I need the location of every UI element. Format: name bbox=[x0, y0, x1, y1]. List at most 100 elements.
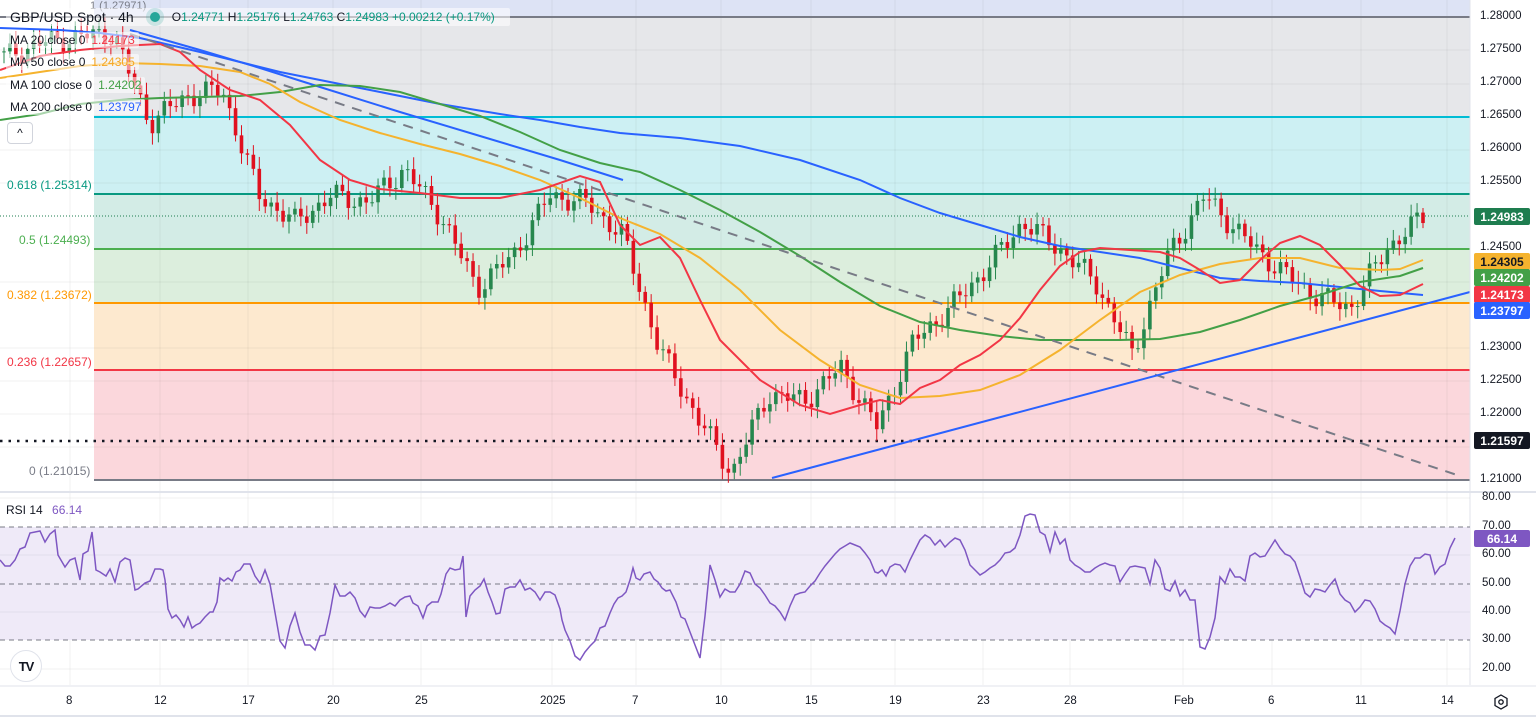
price-tick: 1.27000 bbox=[1480, 76, 1522, 88]
time-tick: 12 bbox=[154, 695, 167, 707]
rsi-tick: 80.00 bbox=[1482, 491, 1511, 503]
price-tick: 1.21000 bbox=[1480, 473, 1522, 485]
candle-up bbox=[316, 202, 321, 211]
symbol-title[interactable]: GBP/USD Spot · 4h bbox=[10, 9, 134, 25]
candle-up bbox=[619, 224, 624, 235]
rsi-value-tag: 66.14 bbox=[1474, 530, 1530, 547]
candle-down bbox=[584, 188, 588, 198]
candle-down bbox=[958, 291, 962, 296]
candle-down bbox=[702, 425, 707, 429]
indicator-ma100[interactable]: MA 100 close 0 1.24202 bbox=[6, 77, 146, 93]
candle-up bbox=[595, 212, 600, 214]
candle-down bbox=[690, 398, 695, 408]
candle-up bbox=[489, 268, 493, 290]
candle-up bbox=[1231, 229, 1235, 234]
candle-down bbox=[459, 243, 463, 259]
ma100-line bbox=[0, 83, 1424, 341]
indicator-ma200[interactable]: MA 200 close 0 1.23797 bbox=[6, 99, 146, 115]
fib-label-0: 0 (1.21015) bbox=[29, 464, 91, 478]
ma50-price-tag: 1.24305 bbox=[1474, 253, 1530, 270]
falling-channel-line bbox=[129, 29, 624, 181]
candle-up bbox=[1237, 223, 1241, 230]
tradingview-logo[interactable]: TV bbox=[10, 650, 42, 682]
candle-down bbox=[1308, 283, 1312, 299]
candle-down bbox=[322, 202, 327, 207]
indicator-ma50[interactable]: MA 50 close 0 1.24305 bbox=[6, 54, 139, 70]
rsi-tick: 50.00 bbox=[1482, 577, 1511, 589]
candle-up bbox=[1403, 236, 1407, 245]
support-price-tag: 1.21597 bbox=[1474, 432, 1530, 449]
candle-down bbox=[1397, 240, 1402, 245]
candle-down bbox=[1112, 303, 1117, 323]
candle-up bbox=[310, 210, 315, 223]
candle-down bbox=[916, 334, 921, 339]
candle-down bbox=[1379, 262, 1384, 265]
time-tick: 17 bbox=[242, 695, 255, 707]
candle-down bbox=[857, 400, 861, 403]
candle-up bbox=[1385, 249, 1390, 265]
rising-trendline bbox=[771, 291, 1471, 479]
candle-up bbox=[162, 101, 167, 116]
candle-down bbox=[215, 84, 220, 96]
time-tick: 11 bbox=[1355, 695, 1367, 707]
time-tick: 14 bbox=[1441, 695, 1454, 707]
candle-down bbox=[1177, 237, 1182, 244]
time-tick: 6 bbox=[1268, 695, 1275, 707]
ma20-line bbox=[0, 42, 1424, 416]
candle-down bbox=[1106, 297, 1111, 304]
candle-up bbox=[1391, 240, 1396, 250]
candle-down bbox=[542, 203, 547, 205]
rsi-legend[interactable]: RSI 14 66.14 bbox=[6, 503, 83, 517]
candle-up bbox=[1355, 306, 1360, 308]
candle-up bbox=[1154, 287, 1158, 301]
candle-down bbox=[168, 101, 173, 107]
candle-up bbox=[839, 359, 843, 374]
collapse-legend-button[interactable]: ^ bbox=[7, 122, 33, 144]
settings-icon[interactable] bbox=[1493, 694, 1509, 710]
time-tick: 15 bbox=[805, 695, 818, 707]
candle-down bbox=[1349, 303, 1354, 307]
candle-up bbox=[198, 98, 202, 107]
candle-down bbox=[1219, 198, 1223, 216]
time-tick: 20 bbox=[327, 695, 340, 707]
candle-down bbox=[257, 168, 262, 200]
candle-up bbox=[821, 376, 826, 390]
candle-down bbox=[1338, 302, 1342, 310]
candle-up bbox=[815, 389, 820, 408]
time-tick: 7 bbox=[632, 695, 639, 707]
fib-zone-0.382-0.236 bbox=[94, 303, 1470, 370]
ma50-line bbox=[0, 61, 1424, 400]
ma20-value: 1.24173 bbox=[91, 33, 135, 47]
candle-down bbox=[233, 108, 238, 136]
candle-down bbox=[1249, 236, 1253, 247]
candle-up bbox=[1011, 237, 1016, 249]
candle-up bbox=[441, 224, 446, 226]
candle-down bbox=[827, 376, 832, 379]
candle-down bbox=[447, 224, 452, 226]
candle-up bbox=[993, 244, 998, 268]
rsi-tick: 70.00 bbox=[1482, 520, 1511, 532]
ma200-value: 1.23797 bbox=[98, 100, 142, 114]
candle-down bbox=[934, 321, 938, 325]
symbol-header[interactable]: GBP/USD Spot · 4h O1.24771 H1.25176 L1.2… bbox=[6, 8, 510, 26]
candle-up bbox=[423, 186, 428, 188]
indicator-ma20[interactable]: MA 20 close 0 1.24173 bbox=[6, 32, 139, 48]
candle-up bbox=[975, 277, 980, 283]
candle-down bbox=[1266, 252, 1271, 272]
time-tick: 2025 bbox=[540, 695, 566, 707]
candle-up bbox=[1415, 212, 1419, 217]
candle-up bbox=[1082, 258, 1087, 263]
time-tick: Feb bbox=[1174, 695, 1194, 707]
candle-up bbox=[1373, 262, 1378, 264]
candle-down bbox=[304, 216, 309, 223]
candle-down bbox=[251, 154, 256, 169]
rsi-tick: 30.00 bbox=[1482, 633, 1511, 645]
candle-up bbox=[1367, 263, 1372, 287]
candle-down bbox=[667, 349, 671, 354]
candle-up bbox=[1148, 300, 1152, 330]
candle-down bbox=[453, 225, 458, 244]
candle-up bbox=[1195, 200, 1200, 216]
close-value: 1.24983 bbox=[345, 10, 389, 24]
candle-down bbox=[477, 276, 481, 298]
